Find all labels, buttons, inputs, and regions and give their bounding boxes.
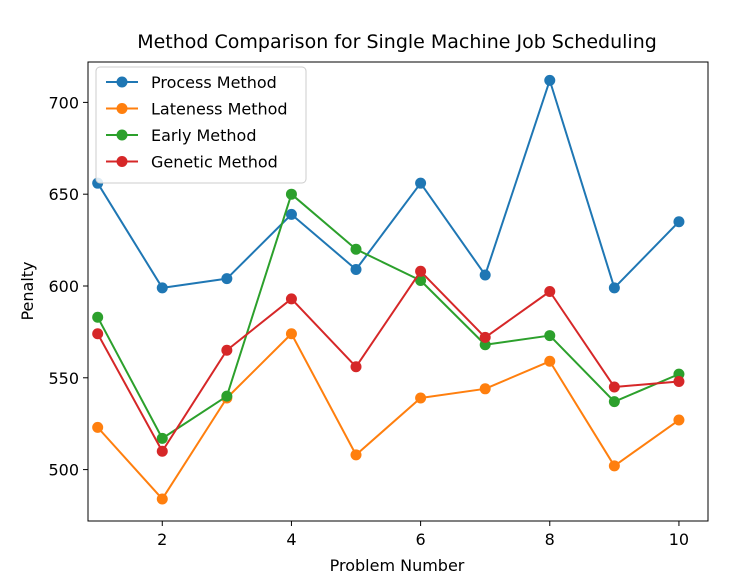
data-point-lateness-method [608, 460, 620, 472]
legend-label: Early Method [151, 126, 257, 145]
x-tick-label: 2 [157, 530, 167, 549]
legend-box [95, 66, 307, 184]
data-point-lateness-method [479, 383, 491, 395]
data-point-genetic-method [415, 265, 427, 277]
data-point-early-method [92, 311, 104, 323]
data-point-process-method [608, 282, 620, 294]
data-point-lateness-method [285, 328, 297, 340]
data-point-genetic-method [156, 445, 168, 457]
data-point-genetic-method [479, 331, 491, 343]
data-point-lateness-method [415, 392, 427, 404]
data-point-genetic-method [92, 328, 104, 340]
legend-label: Genetic Method [151, 153, 278, 172]
series-early-method [92, 188, 685, 444]
data-point-early-method [608, 396, 620, 408]
data-point-genetic-method [285, 293, 297, 305]
x-tick-label: 6 [416, 530, 426, 549]
data-point-process-method [415, 177, 427, 189]
data-point-early-method [285, 188, 297, 200]
data-point-early-method [415, 274, 427, 286]
data-point-lateness-method [544, 355, 556, 367]
legend-marker [116, 156, 128, 167]
x-tick-label: 8 [545, 530, 555, 549]
series-line-lateness-method [96, 332, 680, 500]
x-tick-label: 10 [669, 530, 689, 549]
plot-frame [87, 61, 709, 522]
series-layer [92, 74, 685, 505]
series-genetic-method [92, 265, 685, 457]
data-point-early-method [350, 243, 362, 255]
series-line-early-method [96, 193, 680, 440]
data-point-genetic-method [221, 344, 233, 356]
y-tick-label: 600 [48, 277, 79, 296]
data-point-genetic-method [673, 375, 685, 387]
legend-label: Lateness Method [151, 100, 288, 119]
data-point-genetic-method [350, 361, 362, 373]
data-point-lateness-method [673, 414, 685, 426]
data-point-process-method [673, 216, 685, 228]
data-point-early-method [221, 390, 233, 402]
legend-item: Genetic Method [106, 153, 278, 172]
y-tick-label: 700 [48, 93, 79, 112]
data-point-process-method [156, 282, 168, 294]
x-axis-label: Problem Number [330, 556, 465, 575]
data-point-lateness-method [156, 493, 168, 505]
series-line-process-method [96, 79, 680, 289]
data-point-early-method [156, 432, 168, 444]
y-tick-label: 550 [48, 369, 79, 388]
legend-item: Lateness Method [106, 100, 288, 119]
x-tick-label: 4 [286, 530, 296, 549]
y-tick-label: 500 [48, 461, 79, 480]
data-point-process-method [350, 263, 362, 275]
y-axis-label: Penalty [18, 261, 37, 320]
data-point-genetic-method [544, 286, 556, 297]
legend-marker [116, 103, 128, 114]
legend-item: Early Method [106, 126, 257, 145]
data-point-process-method [285, 208, 297, 220]
data-point-lateness-method [350, 449, 362, 461]
data-point-process-method [221, 273, 233, 285]
legend-item: Process Method [106, 73, 277, 92]
data-point-genetic-method [608, 381, 620, 393]
y-tick-label: 650 [48, 185, 79, 204]
series-line-genetic-method [96, 270, 680, 453]
y-axis: 500 550 600 650 700 [48, 93, 88, 480]
series-lateness-method [92, 328, 685, 505]
chart-title: Method Comparison for Single Machine Job… [137, 31, 657, 53]
series-process-method [92, 74, 685, 294]
data-point-early-method [544, 330, 556, 342]
data-point-process-method [544, 74, 556, 86]
legend: Process Method Lateness Method Early Metho… [95, 66, 307, 184]
data-point-lateness-method [92, 421, 104, 433]
legend-marker [116, 76, 128, 88]
x-axis: 2 4 6 8 10 [157, 521, 689, 549]
data-point-process-method [479, 269, 491, 281]
legend-label: Process Method [151, 73, 277, 92]
legend-marker [116, 129, 128, 141]
